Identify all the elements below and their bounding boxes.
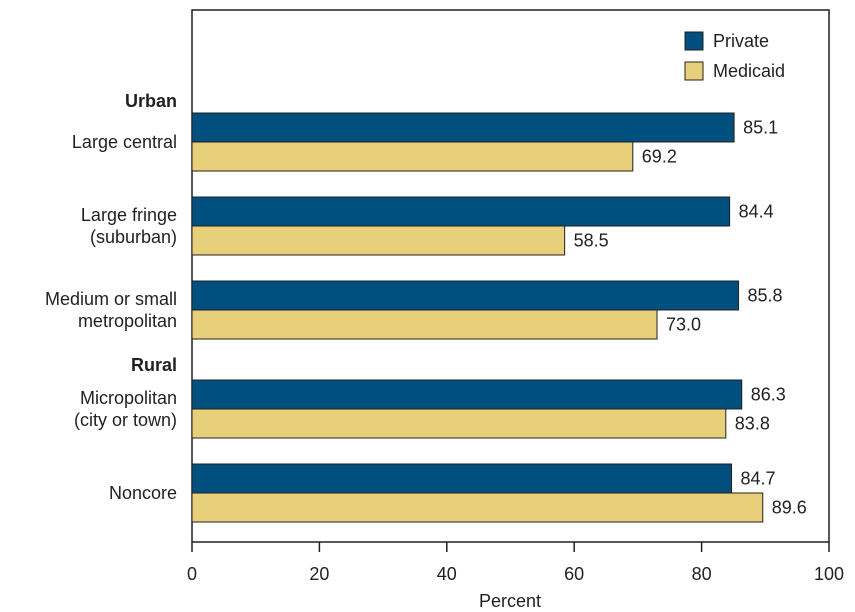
group-label-urban: Urban — [125, 91, 177, 111]
legend-label-private: Private — [713, 31, 769, 51]
x-tick-label-5: 100 — [814, 564, 844, 584]
data-label-medicaid-4: 89.6 — [772, 498, 807, 518]
x-tick-label-3: 60 — [564, 564, 584, 584]
x-tick-label-4: 80 — [692, 564, 712, 584]
bar-medicaid-4 — [191, 492, 764, 523]
category-label-0-line-0: Large central — [72, 132, 177, 152]
legend-swatch-medicaid — [684, 61, 704, 81]
data-label-medicaid-3: 83.8 — [735, 414, 770, 434]
bar-private-3 — [191, 379, 743, 410]
data-label-medicaid-2: 73.0 — [666, 315, 701, 335]
bar-medicaid-1 — [191, 225, 566, 256]
data-label-private-0: 85.1 — [743, 118, 778, 138]
data-label-private-2: 85.8 — [748, 286, 783, 306]
bar-private-0 — [191, 112, 735, 143]
data-label-private-4: 84.7 — [741, 469, 776, 489]
x-axis: 0 20 40 60 80 100 — [187, 542, 844, 584]
bar-medicaid-3 — [191, 408, 727, 439]
x-tick-label-0: 0 — [187, 564, 197, 584]
data-label-medicaid-0: 69.2 — [642, 147, 677, 167]
category-label-4-line-0: Noncore — [109, 483, 177, 503]
bar-medicaid-2 — [191, 309, 658, 340]
legend-swatch-private — [684, 31, 704, 51]
bars-layer — [191, 112, 764, 523]
data-label-private-3: 86.3 — [751, 385, 786, 405]
category-label-1-line-1: (suburban) — [90, 227, 177, 247]
data-label-private-1: 84.4 — [739, 202, 774, 222]
bar-medicaid-0 — [191, 141, 634, 172]
bar-private-1 — [191, 196, 731, 227]
category-label-3-line-0: Micropolitan — [80, 388, 177, 408]
category-label-3-line-1: (city or town) — [74, 410, 177, 430]
x-axis-title: Percent — [479, 591, 541, 611]
bar-private-4 — [191, 463, 733, 494]
legend-label-medicaid: Medicaid — [713, 61, 785, 81]
labels-layer: Urban Rural 85.1 69.2 Large central 84.4 58.5 L… — [45, 91, 807, 518]
legend: Private Medicaid — [684, 31, 785, 81]
data-label-medicaid-1: 58.5 — [574, 231, 609, 251]
category-label-2-line-1: metropolitan — [78, 311, 177, 331]
category-label-1-line-0: Large fringe — [81, 205, 177, 225]
bar-private-2 — [191, 280, 740, 311]
x-tick-label-1: 20 — [309, 564, 329, 584]
category-label-2-line-0: Medium or small — [45, 289, 177, 309]
group-label-rural: Rural — [131, 355, 177, 375]
plot-area-frame — [191, 9, 830, 543]
x-tick-label-2: 40 — [437, 564, 457, 584]
